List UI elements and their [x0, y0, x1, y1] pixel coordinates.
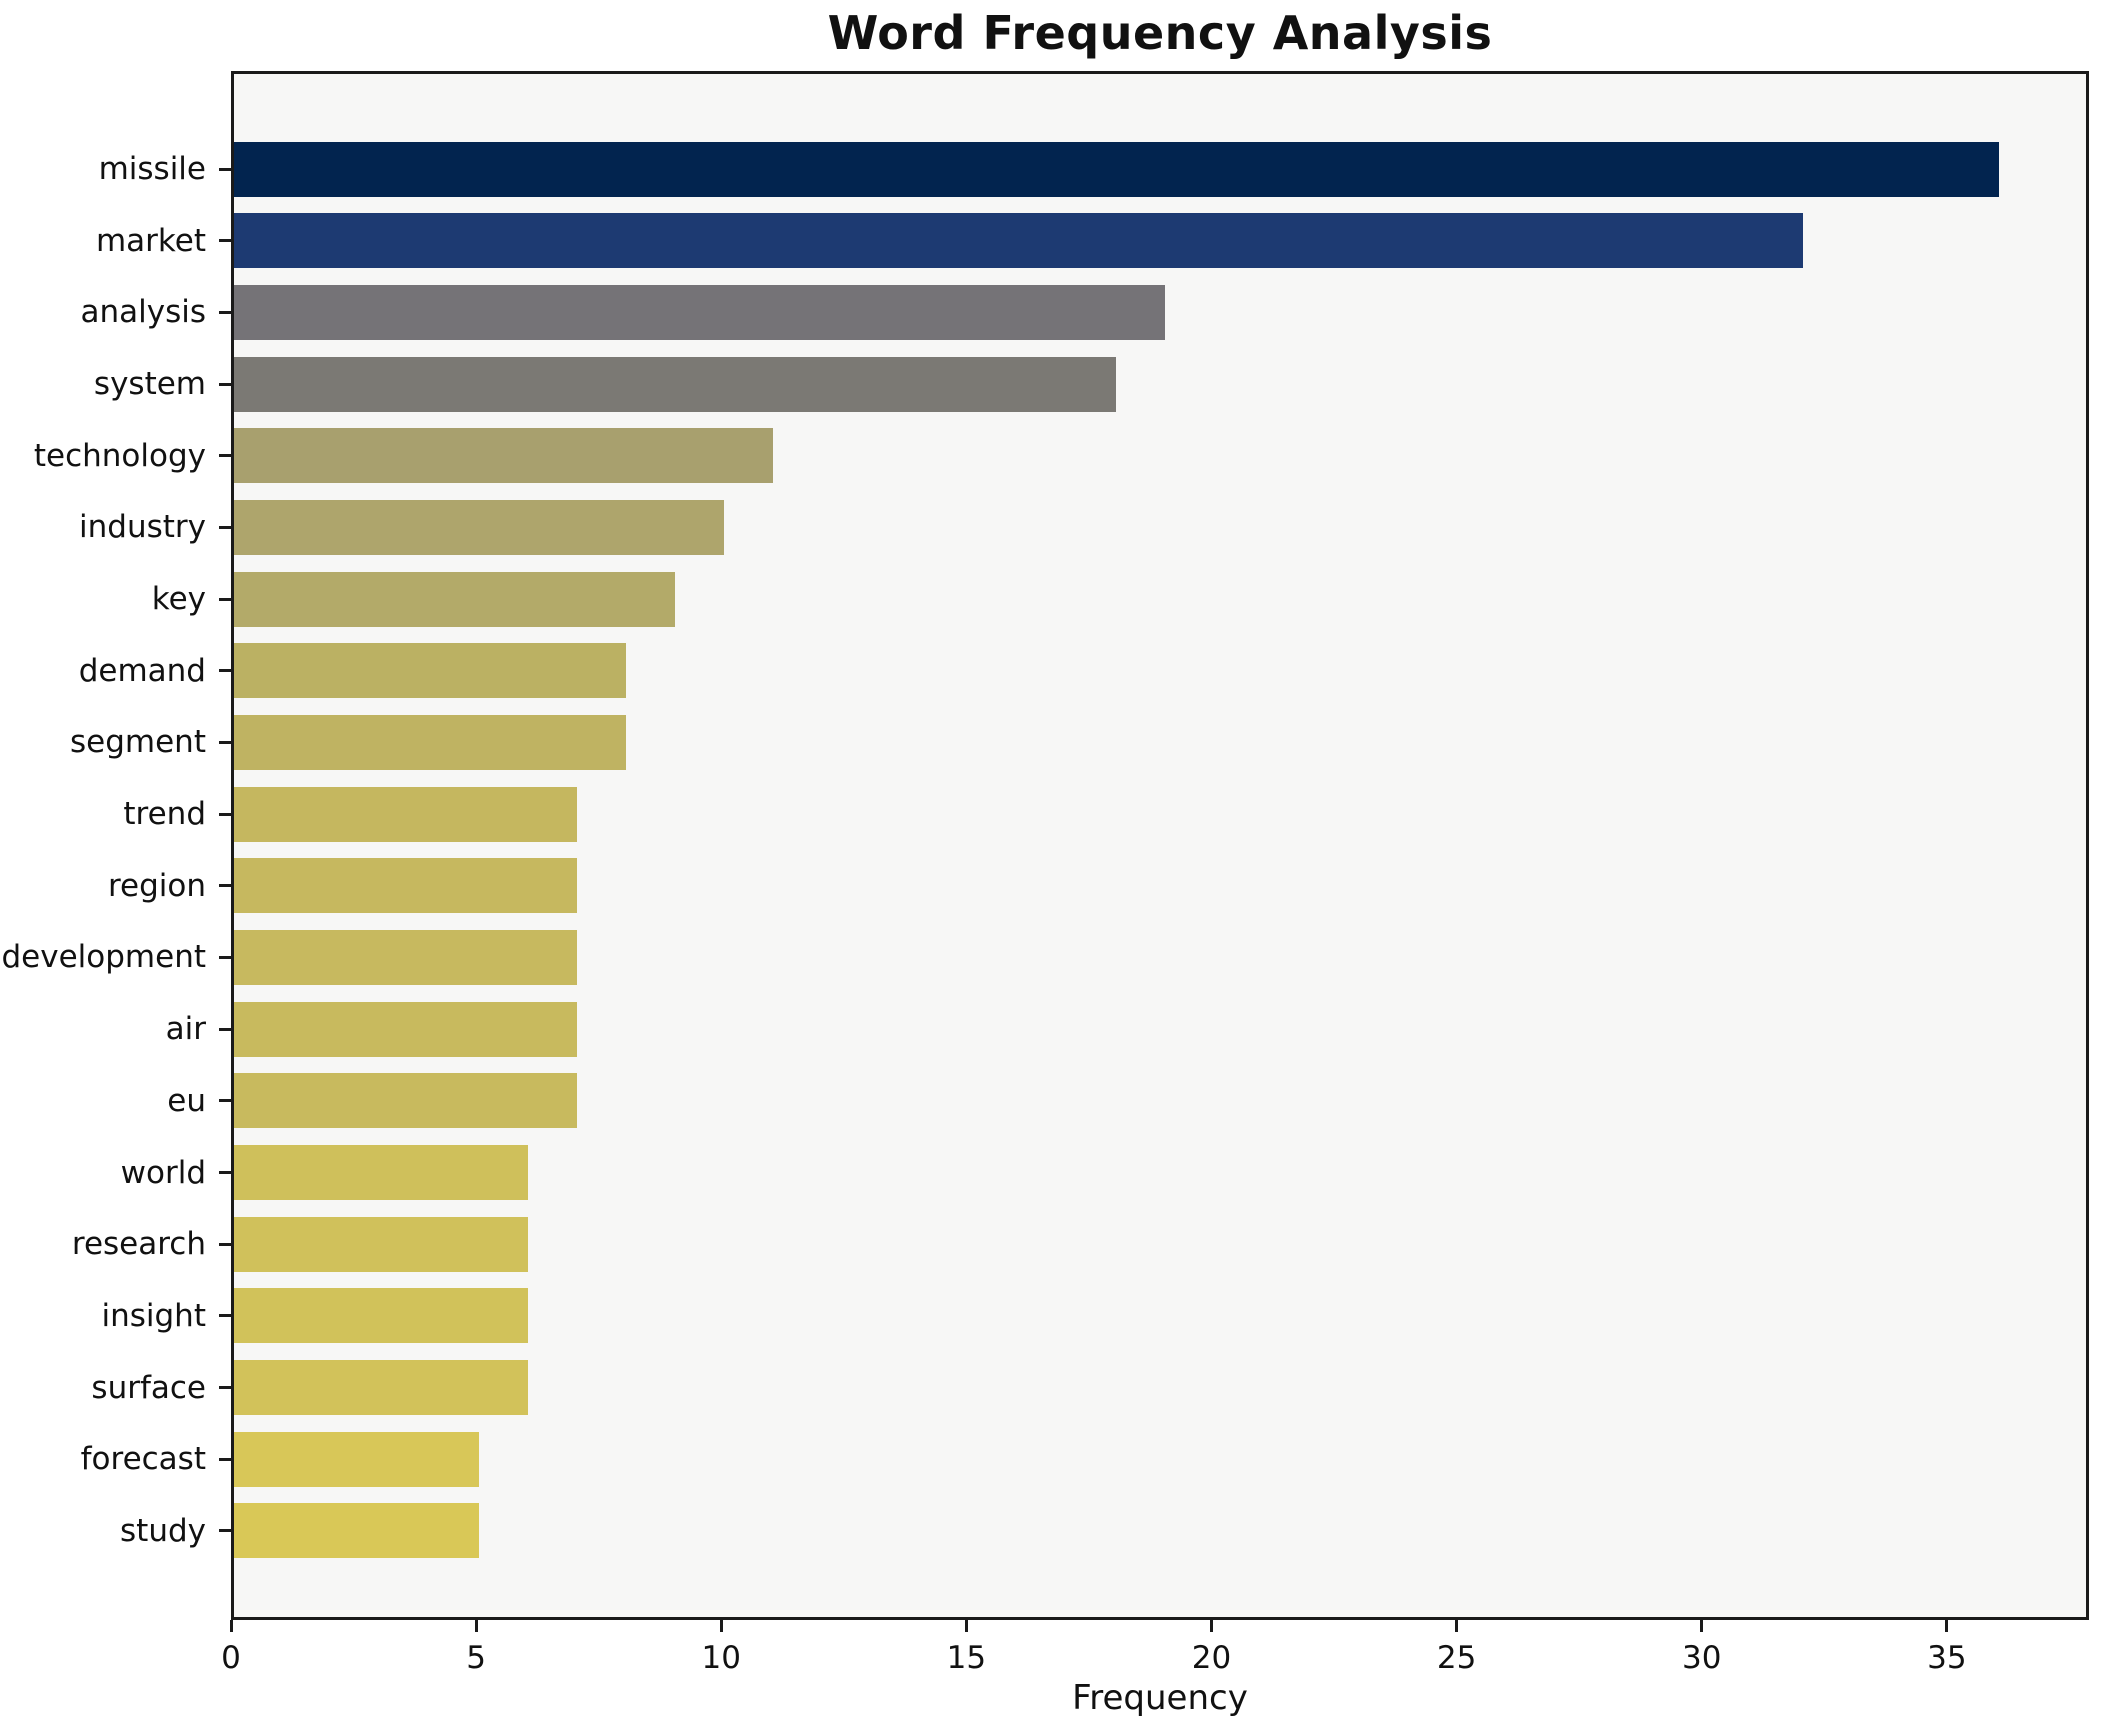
- ytick-label-demand: demand: [78, 652, 206, 689]
- bar-demand: [234, 643, 627, 699]
- ytick-mark-world: [219, 1171, 231, 1175]
- xtick-mark-10: [719, 1620, 723, 1632]
- bar-research: [234, 1216, 529, 1272]
- ytick-label-market: market: [95, 222, 206, 259]
- ytick-mark-study: [219, 1529, 231, 1533]
- ytick-mark-demand: [219, 669, 231, 673]
- ytick-mark-technology: [219, 454, 231, 458]
- bar-forecast: [234, 1431, 480, 1487]
- ytick-label-air: air: [165, 1011, 206, 1048]
- xtick-label-25: 25: [1436, 1640, 1477, 1676]
- ytick-mark-trend: [219, 812, 231, 816]
- bar-study: [234, 1503, 480, 1559]
- ytick-mark-research: [219, 1242, 231, 1246]
- ytick-label-segment: segment: [70, 724, 206, 761]
- ytick-label-technology: technology: [33, 437, 206, 474]
- xtick-mark-35: [1945, 1620, 1949, 1632]
- ytick-label-region: region: [107, 867, 206, 904]
- ytick-label-world: world: [120, 1154, 206, 1191]
- xtick-label-5: 5: [466, 1640, 486, 1676]
- bar-eu: [234, 1073, 578, 1129]
- ytick-mark-analysis: [219, 310, 231, 314]
- ytick-label-eu: eu: [167, 1082, 206, 1119]
- bar-surface: [234, 1360, 529, 1416]
- plot-area: [231, 71, 2089, 1620]
- ytick-label-forecast: forecast: [80, 1441, 206, 1478]
- bar-air: [234, 1001, 578, 1057]
- xtick-mark-5: [474, 1620, 478, 1632]
- ytick-mark-development: [219, 955, 231, 959]
- xtick-label-35: 35: [1927, 1640, 1967, 1676]
- xtick-mark-0: [229, 1620, 233, 1632]
- ytick-mark-segment: [219, 740, 231, 744]
- ytick-label-key: key: [151, 581, 206, 618]
- xtick-label-15: 15: [946, 1640, 987, 1676]
- ytick-label-trend: trend: [123, 796, 206, 833]
- bar-region: [234, 858, 578, 914]
- ytick-mark-missile: [219, 167, 231, 171]
- bar-key: [234, 571, 676, 627]
- ytick-mark-insight: [219, 1314, 231, 1318]
- chart-title: Word Frequency Analysis: [827, 6, 1493, 60]
- xtick-mark-30: [1700, 1620, 1704, 1632]
- bar-market: [234, 213, 1803, 269]
- ytick-mark-air: [219, 1027, 231, 1031]
- ytick-label-surface: surface: [91, 1369, 206, 1406]
- xtick-label-30: 30: [1681, 1640, 1722, 1676]
- xtick-label-0: 0: [221, 1640, 241, 1676]
- ytick-label-insight: insight: [101, 1297, 206, 1334]
- bar-development: [234, 929, 578, 985]
- bar-segment: [234, 714, 627, 770]
- x-axis-label: Frequency: [1072, 1678, 1248, 1718]
- ytick-label-analysis: analysis: [80, 294, 206, 331]
- xtick-mark-25: [1455, 1620, 1459, 1632]
- ytick-label-missile: missile: [98, 151, 206, 187]
- ytick-label-study: study: [120, 1512, 206, 1549]
- ytick-mark-system: [219, 382, 231, 386]
- bar-trend: [234, 786, 578, 842]
- xtick-mark-15: [964, 1620, 968, 1632]
- bar-insight: [234, 1288, 529, 1344]
- ytick-mark-eu: [219, 1099, 231, 1103]
- ytick-mark-key: [219, 597, 231, 601]
- ytick-mark-surface: [219, 1386, 231, 1390]
- ytick-mark-forecast: [219, 1457, 231, 1461]
- bar-world: [234, 1145, 529, 1201]
- xtick-label-10: 10: [701, 1640, 741, 1676]
- ytick-mark-market: [219, 239, 231, 243]
- bar-industry: [234, 499, 725, 555]
- bar-missile: [234, 141, 1999, 197]
- bar-analysis: [234, 284, 1166, 340]
- bar-system: [234, 356, 1117, 412]
- ytick-label-industry: industry: [79, 509, 206, 546]
- xtick-mark-20: [1209, 1620, 1213, 1632]
- ytick-label-research: research: [71, 1226, 206, 1263]
- ytick-label-system: system: [93, 366, 206, 403]
- ytick-mark-industry: [219, 525, 231, 529]
- xtick-label-20: 20: [1191, 1640, 1232, 1676]
- ytick-mark-region: [219, 884, 231, 888]
- ytick-label-development: development: [1, 939, 207, 976]
- bar-technology: [234, 428, 774, 484]
